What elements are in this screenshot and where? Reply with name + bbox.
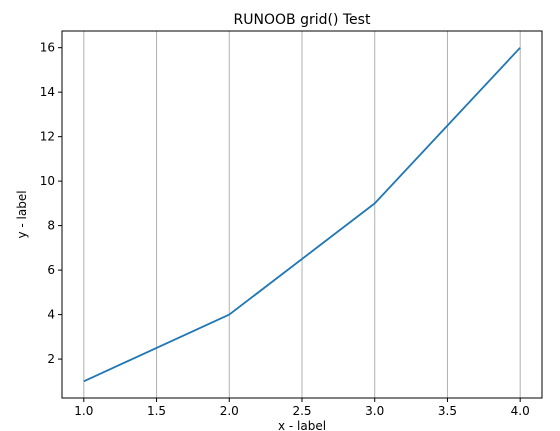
y-tick-label: 2 bbox=[47, 352, 55, 366]
y-axis-ticks: 2 4 6 8 10 12 14 16 bbox=[40, 41, 62, 366]
x-tick-label: 2.5 bbox=[292, 404, 311, 418]
x-axis-ticks: 1.0 1.5 2.0 2.5 3.0 3.5 4.0 bbox=[74, 398, 530, 418]
x-axis-label: x - label bbox=[278, 419, 326, 431]
y-tick-label: 6 bbox=[47, 263, 55, 277]
x-tick-label: 2.0 bbox=[220, 404, 239, 418]
y-tick-label: 8 bbox=[47, 219, 55, 233]
x-tick-label: 3.5 bbox=[438, 404, 457, 418]
y-tick-label: 12 bbox=[40, 130, 55, 144]
x-tick-label: 1.0 bbox=[74, 404, 93, 418]
grid-lines bbox=[83, 31, 521, 398]
y-tick-label: 16 bbox=[40, 41, 55, 55]
series-layer bbox=[83, 47, 521, 383]
y-tick-label: 10 bbox=[40, 174, 55, 188]
series-line bbox=[83, 47, 521, 383]
y-axis-label: y - label bbox=[15, 190, 29, 238]
x-tick-label: 1.5 bbox=[147, 404, 166, 418]
chart-title: RUNOOB grid() Test bbox=[234, 12, 371, 28]
y-tick-label: 4 bbox=[47, 308, 55, 322]
x-tick-label: 3.0 bbox=[365, 404, 384, 418]
y-tick-label: 14 bbox=[40, 85, 55, 99]
x-tick-label: 4.0 bbox=[511, 404, 530, 418]
